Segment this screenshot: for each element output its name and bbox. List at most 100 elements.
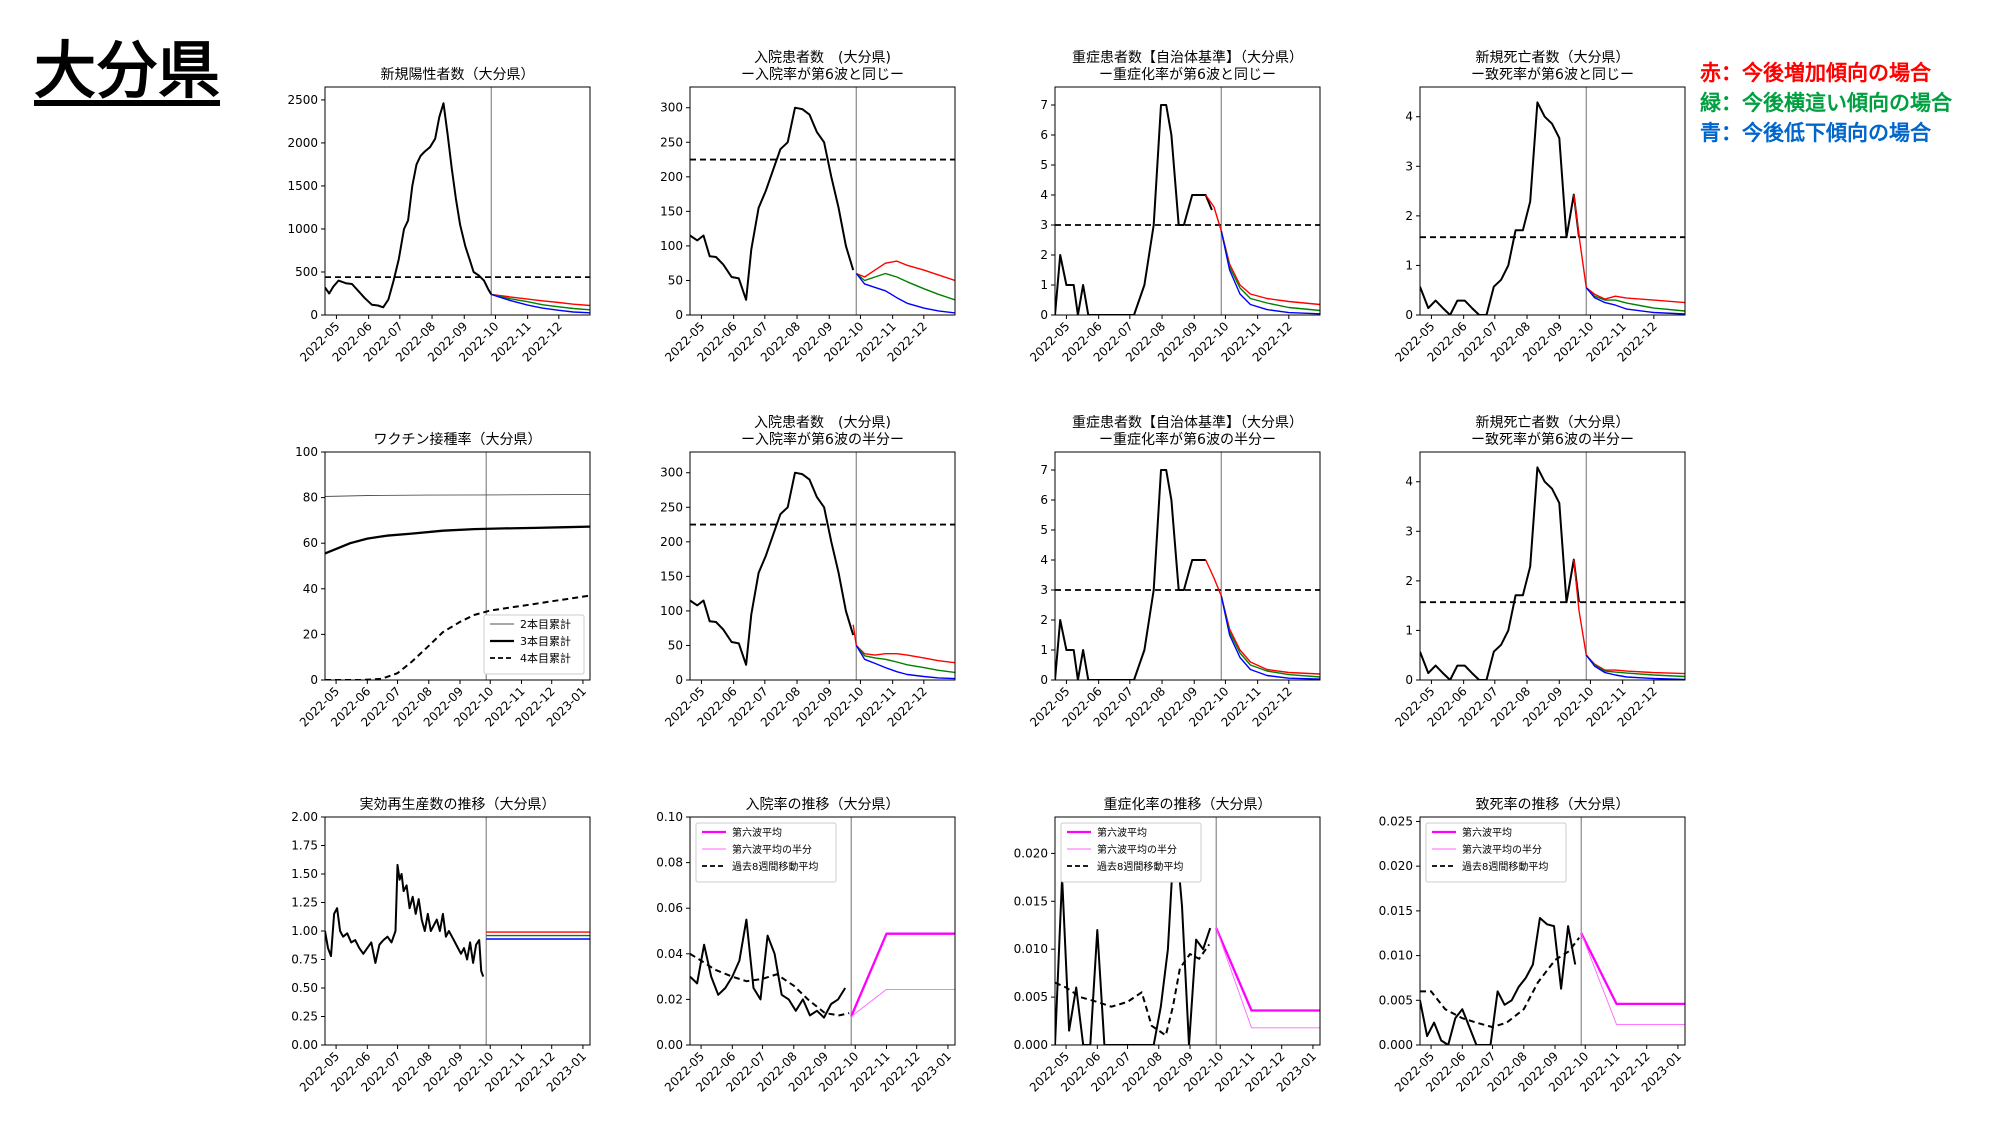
y-tick-label: 0.25 — [291, 1010, 318, 1024]
y-tick-label: 20 — [303, 627, 318, 641]
y-tick-label: 200 — [660, 535, 683, 549]
series-flat — [1585, 287, 1685, 312]
chart-title: 実効再生産数の推移（大分県） — [360, 797, 556, 813]
legend-label: 3本目累計 — [520, 634, 571, 648]
y-tick-label: 7 — [1040, 463, 1048, 477]
plot-area — [325, 817, 590, 1045]
y-tick-label: 1 — [1040, 278, 1048, 292]
series-increase — [1573, 194, 1685, 304]
y-tick-label: 0 — [1405, 308, 1413, 322]
chart-hospital-half: 入院患者数 (大分県)ー入院率が第6波の半分ー 0 50 100 150 200 250 30… — [660, 415, 956, 730]
scenario-legend-flat: 緑：今後横這い傾向の場合 — [1700, 91, 1952, 115]
y-tick-label: 150 — [660, 204, 683, 218]
chart-title: ワクチン接種率（大分県） — [374, 431, 542, 448]
y-tick-label: 0.020 — [1014, 846, 1048, 860]
legend-label: 過去8週間移動平均 — [1462, 860, 1548, 873]
chart-title: 重症化率の推移（大分県） — [1104, 796, 1272, 813]
chart-subtitle: ー入院率が第6波と同じー — [741, 66, 904, 83]
chart-severe-rate: 重症化率の推移（大分県）0.0000.0050.0100.0150.020202… — [1014, 796, 1321, 1095]
plot-area — [690, 817, 955, 1045]
y-tick-label: 1 — [1405, 623, 1413, 637]
y-tick-label: 0.04 — [656, 947, 683, 961]
plot-frame — [1419, 86, 1686, 316]
series-increase — [856, 260, 955, 282]
series-ma8w — [1420, 937, 1580, 1029]
series-increase — [1205, 559, 1320, 675]
series-weekly — [690, 918, 847, 1019]
plot-area — [325, 87, 590, 315]
y-tick-label: 250 — [660, 500, 683, 514]
y-tick-label: 2 — [1040, 613, 1048, 627]
legend-label: 2本目累計 — [520, 617, 571, 631]
y-tick-label: 1.00 — [291, 924, 318, 938]
series-decrease — [1220, 595, 1320, 680]
chart-title: 入院率の推移（大分県） — [746, 796, 900, 813]
plot-area — [1055, 817, 1320, 1045]
series-wave6-half — [1580, 933, 1685, 1025]
y-tick-label: 150 — [660, 569, 683, 583]
y-tick-label: 0.005 — [1014, 990, 1048, 1004]
series-wave6-half — [850, 988, 955, 1017]
y-tick-label: 2 — [1040, 248, 1048, 262]
scenario-legend-increase: 赤：今後増加傾向の場合 — [1700, 61, 1931, 85]
plot-frame — [324, 816, 591, 1046]
y-tick-label: 80 — [303, 491, 318, 505]
y-tick-label: 2 — [1405, 574, 1413, 588]
chart-title: 致死率の推移（大分県） — [1476, 796, 1630, 813]
plot-frame — [1419, 816, 1686, 1046]
y-tick-label: 5 — [1040, 523, 1048, 537]
series-actual — [1055, 469, 1206, 680]
y-tick-label: 0.000 — [1379, 1038, 1413, 1052]
y-tick-label: 0 — [310, 308, 318, 322]
series-decrease — [855, 645, 955, 680]
chart-title: 重症患者数【自治体基準】（大分県） — [1072, 49, 1303, 66]
y-tick-label: 0.00 — [656, 1038, 683, 1052]
y-tick-label: 1 — [1040, 643, 1048, 657]
chart-subtitle: ー重症化率が第6波の半分ー — [1099, 431, 1276, 448]
series-dose3 — [325, 525, 590, 555]
plot-area — [1420, 452, 1685, 680]
y-tick-label: 0.02 — [656, 992, 683, 1006]
legend-label: 第六波平均 — [1097, 826, 1147, 839]
plot-frame — [1054, 86, 1321, 316]
chart-hospital-same: 入院患者数 (大分県)ー入院率が第6波と同じー 0 50 100 150 200 250 30… — [660, 50, 956, 365]
legend-frame — [483, 614, 585, 675]
y-tick-label: 60 — [303, 536, 318, 550]
y-tick-label: 5 — [1040, 158, 1048, 172]
series-weekly — [1420, 917, 1577, 1045]
y-tick-label: 100 — [660, 604, 683, 618]
y-tick-label: 3 — [1405, 159, 1413, 173]
y-tick-label: 0 — [675, 308, 683, 322]
chart-title: 新規死亡者数（大分県） — [1476, 415, 1630, 431]
legend-label: 第六波平均 — [732, 826, 782, 839]
chart-subtitle: ー致死率が第6波と同じー — [1471, 66, 1634, 83]
series-increase — [491, 293, 590, 307]
series-increase — [1573, 559, 1685, 675]
series-wave6-avg — [1215, 927, 1320, 1012]
series-wave6-half — [1215, 927, 1320, 1029]
y-tick-label: 0 — [1040, 673, 1048, 687]
series-actual — [1420, 101, 1580, 315]
plot-area — [1055, 452, 1320, 680]
y-tick-label: 4 — [1040, 553, 1048, 567]
y-tick-label: 0.025 — [1379, 814, 1413, 828]
y-tick-label: 0.020 — [1379, 859, 1413, 873]
plot-frame — [324, 451, 591, 681]
chart-severe-same: 重症患者数【自治体基準】（大分県）ー重症化率が第6波と同じー0123456720… — [1027, 49, 1321, 365]
y-tick-label: 40 — [303, 582, 318, 596]
chart-fatal-rate: 致死率の推移（大分県） 0.000 0.005 0.010 0.015 0.020 0.02… — [1379, 796, 1686, 1095]
y-tick-label: 0.015 — [1014, 894, 1048, 908]
y-tick-label: 0.010 — [1379, 949, 1413, 963]
y-tick-label: 0.00 — [291, 1038, 318, 1052]
chart-title: 新規陽性者数（大分県） — [381, 67, 535, 83]
y-tick-label: 1000 — [287, 222, 318, 236]
y-tick-label: 3 — [1405, 524, 1413, 538]
y-tick-label: 1.50 — [291, 867, 318, 881]
series-actual — [1420, 466, 1580, 680]
series-actual — [1055, 104, 1213, 315]
chart-title: 入院患者数 (大分県) — [754, 50, 891, 66]
chart-hosp-rate: 入院率の推移（大分県）0.000.020.040.060.080.102022-… — [656, 796, 956, 1095]
chart-deaths-same: 新規死亡者数（大分県）ー致死率が第6波と同じー012342022-052022-… — [1392, 50, 1686, 365]
y-tick-label: 300 — [660, 101, 683, 115]
